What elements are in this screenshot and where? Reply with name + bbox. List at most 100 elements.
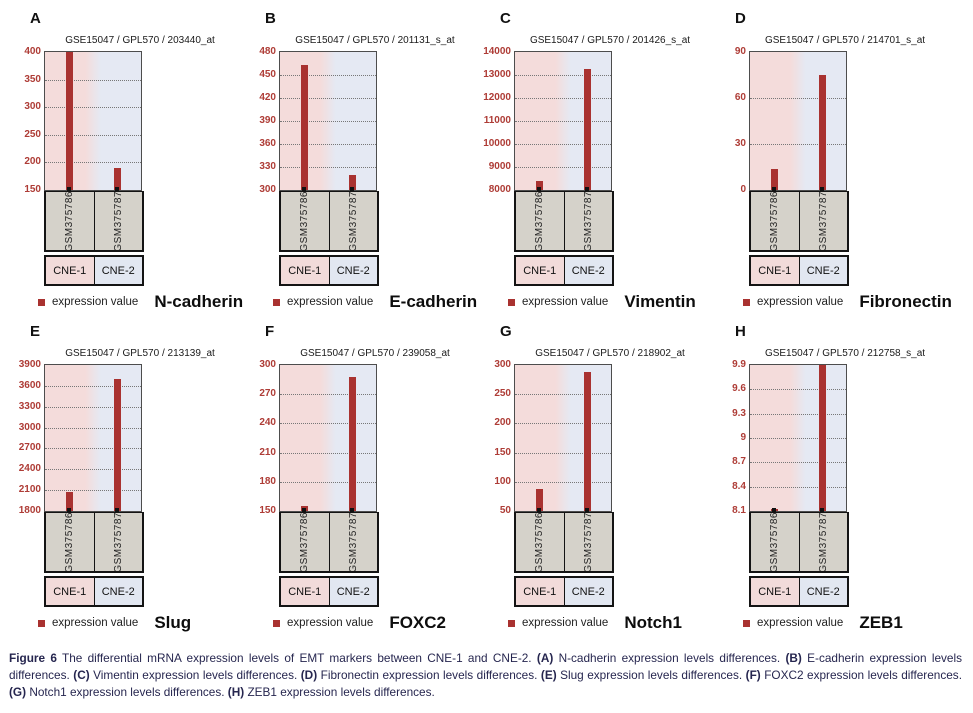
gene-name-label: Vimentin (624, 292, 696, 311)
expression-bar-CNE-2 (818, 365, 826, 511)
panel-H: H GSE15047 / GPL570 / 212758_s_at 9.9 9.6 9.… (715, 321, 950, 633)
gene-name-label: FOXC2 (389, 613, 446, 632)
chart-title: GSE15047 / GPL570 / 203440_at (65, 35, 215, 46)
y-axis-tick-label: 10000 (483, 138, 511, 149)
bar-base-tick (350, 187, 354, 191)
y-axis-tick-label: 450 (259, 69, 276, 80)
gene-name-label: E-cadherin (389, 292, 478, 311)
caption-segment: FOXC2 expression levels differences. (760, 667, 962, 682)
gridline (515, 452, 611, 454)
y-axis-tick-label: 90 (734, 46, 746, 57)
sample-row: GSM375786 GSM375787 (749, 512, 849, 573)
sample-cell: GSM375787 (94, 192, 142, 250)
expression-bar-CNE-2 (348, 376, 356, 511)
panel-B: B GSE15047 / GPL570 / 201131_s_at 480 450 42… (245, 8, 480, 312)
gene-name-label: Notch1 (624, 613, 682, 632)
y-axis-tick-label: 11000 (483, 115, 511, 126)
y-axis-tick-label: 480 (259, 46, 276, 57)
sample-id-label: GSM375787 (347, 192, 359, 250)
gridline (515, 75, 611, 76)
sample-row: GSM375786 GSM375787 (279, 512, 379, 573)
expression-bar-CNE-2 (583, 372, 591, 511)
y-axis-tick-label: 250 (24, 128, 41, 140)
y-axis-tick-label: 180 (259, 475, 276, 487)
gridline (515, 423, 611, 425)
legend: expression value (38, 617, 138, 629)
y-axis-tick-label: 200 (24, 156, 41, 168)
panel-footer: expression value ZEB1 (743, 613, 950, 633)
plot-area: 400 350 300 250 200 150 (24, 47, 142, 195)
category-cell: CNE-1 (516, 578, 565, 605)
y-axis-tick-label: 270 (259, 388, 276, 400)
sample-id-label: GSM375786 (64, 513, 76, 571)
legend-label: expression value (757, 296, 844, 308)
bar-base-tick (302, 508, 306, 512)
panel-footer: expression value Slug (38, 613, 245, 633)
gridline (45, 406, 141, 408)
chart-title: GSE15047 / GPL570 / 218902_at (535, 348, 685, 359)
plot-area: 3900 3600 3300 3000 2700 2400 2100 1800 (19, 360, 142, 516)
y-axis-tick-label: 150 (259, 505, 276, 516)
category-cell: CNE-2 (564, 578, 612, 605)
panel-footer: expression value N-cadherin (38, 292, 245, 312)
bar-base-tick (772, 187, 776, 191)
y-axis-tick-label: 9000 (488, 161, 511, 172)
gridline (280, 121, 376, 122)
chart-title: GSE15047 / GPL570 / 201131_s_at (295, 35, 455, 46)
y-axis-tick-label: 420 (259, 92, 276, 103)
panel-letter: H (735, 323, 746, 340)
category-row: CNE-1 CNE-2 (279, 255, 379, 286)
y-axis-tick-label: 2100 (18, 484, 41, 496)
caption-segment: E-cadherin expression levels differences… (9, 651, 962, 682)
sample-cell: GSM375787 (94, 513, 142, 571)
expression-bar-CNE-2 (348, 174, 356, 190)
bar-base-tick (115, 508, 119, 512)
category-cell: CNE-1 (281, 578, 330, 605)
y-axis-tick-label: 330 (259, 161, 276, 172)
gridline (750, 144, 846, 145)
y-axis-tick-label: 1800 (18, 505, 41, 516)
category-row: CNE-1 CNE-2 (44, 255, 144, 286)
plot-area: 300 250 200 150 100 50 (494, 360, 612, 516)
sample-cell: GSM375787 (329, 513, 377, 571)
panel-letter: C (500, 10, 511, 27)
y-axis-tick-label: 400 (24, 46, 41, 57)
gridline (45, 385, 141, 387)
y-axis-tick-label: 210 (259, 446, 276, 458)
caption-bold-segment: (F) (745, 667, 761, 682)
panel-D: D GSE15047 / GPL570 / 214701_s_at 90 60 30 0 G… (715, 8, 952, 312)
sample-row: GSM375786 GSM375787 (44, 191, 144, 252)
legend-color-swatch (743, 298, 750, 306)
panel-letter: F (265, 323, 275, 340)
panel-footer: expression value E-cadherin (273, 292, 480, 312)
y-axis-tick-label: 0 (740, 184, 746, 195)
expression-bar-CNE-1 (65, 52, 73, 190)
gridline (515, 167, 611, 168)
sample-cell: GSM375786 (751, 192, 800, 250)
legend: expression value (273, 617, 373, 629)
y-axis-tick-label: 3000 (18, 421, 41, 433)
expression-bar-CNE-1 (65, 491, 73, 511)
y-axis-tick-label: 60 (734, 92, 746, 103)
bar-base-tick (537, 508, 541, 512)
category-row: CNE-1 CNE-2 (749, 576, 849, 607)
gridline (750, 413, 846, 415)
gridline (515, 481, 611, 483)
sample-id-label: GSM375787 (112, 192, 124, 250)
sample-cell: GSM375787 (564, 513, 612, 571)
caption-segment: Vimentin expression levels differences. (89, 667, 301, 682)
y-axis-tick-label: 3300 (18, 400, 41, 412)
sample-id-label: GSM375786 (769, 513, 781, 571)
legend: expression value (508, 617, 608, 629)
panel-footer: expression value Fibronectin (743, 292, 952, 312)
sample-id-label: GSM375787 (347, 513, 359, 571)
caption-bold-segment: (G) (9, 684, 27, 699)
legend: expression value (38, 296, 138, 308)
caption-bold-segment: (A) (536, 651, 554, 665)
gridline (515, 121, 611, 122)
gridline (45, 469, 141, 471)
gridline (280, 98, 376, 99)
sample-id-label: GSM375786 (534, 513, 546, 571)
y-axis-tick-label: 8000 (488, 184, 511, 195)
category-cell: CNE-2 (799, 257, 847, 284)
